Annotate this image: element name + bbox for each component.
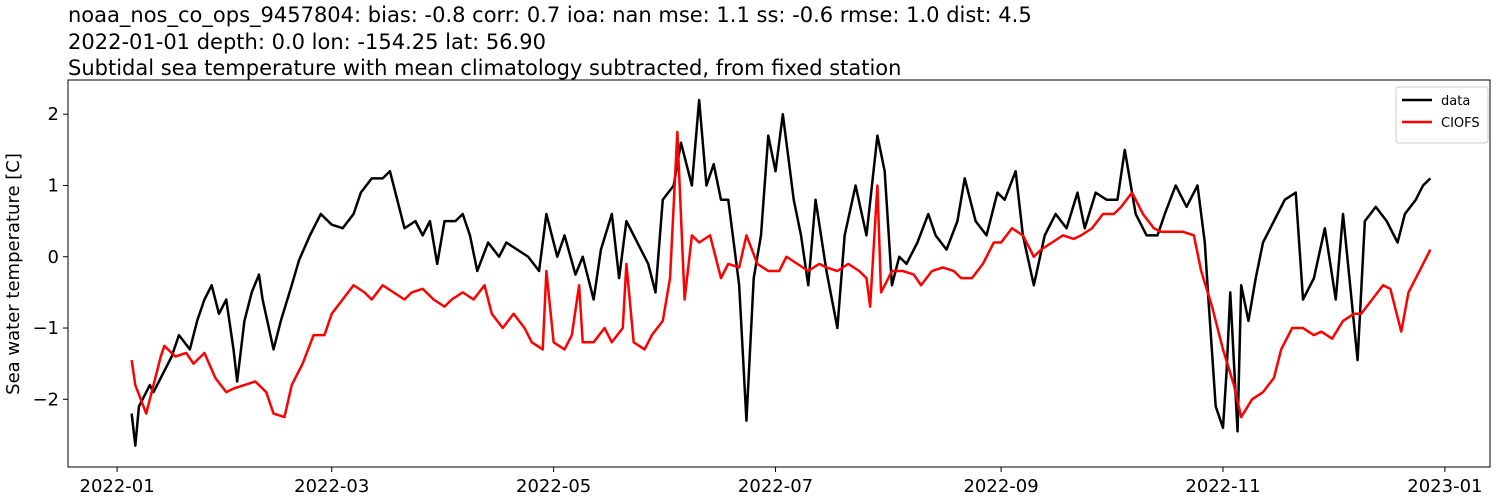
- x-tick-label: 2022-05: [516, 476, 591, 497]
- data-line: [130, 98, 1432, 447]
- chart-title: 2022-01-01 depth: 0.0 lon: -154.25 lat: …: [68, 30, 546, 54]
- y-tick-label: −2: [32, 389, 59, 410]
- x-tick-label: 2022-03: [294, 476, 369, 497]
- legend-label: data: [1441, 94, 1470, 109]
- y-tick-label: 0: [48, 247, 59, 268]
- chart-title: noaa_nos_co_ops_9457804: bias: -0.8 corr…: [68, 3, 1032, 28]
- x-tick-label: 2022-01: [80, 476, 155, 497]
- plot-frame: [67, 79, 1491, 468]
- x-tick-label: 2022-07: [738, 476, 813, 497]
- chart-title: Subtidal sea temperature with mean clima…: [68, 56, 901, 80]
- y-tick-label: 2: [48, 104, 59, 125]
- y-tick-label: 1: [48, 175, 59, 196]
- x-tick-label: 2023-01: [1407, 476, 1482, 497]
- data-line: [130, 130, 1432, 419]
- legend-label: CIOFS: [1441, 116, 1480, 131]
- y-tick-label: −1: [32, 318, 59, 339]
- y-axis-label: Sea water temperature [C]: [3, 153, 24, 395]
- x-tick-label: 2022-11: [1185, 476, 1260, 497]
- x-tick-label: 2022-09: [963, 476, 1038, 497]
